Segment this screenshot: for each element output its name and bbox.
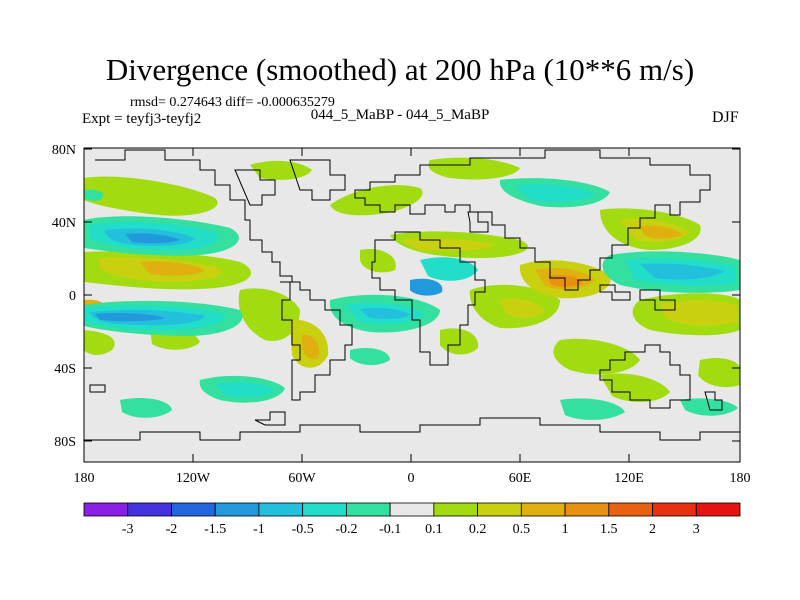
colorbar-swatch [214, 502, 260, 517]
colorbar-label: 1 [562, 522, 569, 537]
colorbar-swatch [258, 502, 304, 517]
lon-tick-label: 180 [730, 471, 751, 486]
colorbar-swatch [83, 502, 129, 517]
colorbar-swatch [389, 502, 435, 517]
colorbar-label: 0.2 [469, 522, 487, 537]
colorbar-swatch [477, 502, 522, 517]
divergence-field [84, 157, 740, 420]
axis-ticks [83, 148, 741, 462]
colorbar-label: 2 [649, 522, 656, 537]
colorbar-swatch [433, 502, 478, 517]
lon-tick-label: 180 [74, 471, 95, 486]
lat-tick-label: 80S [54, 435, 76, 450]
colorbar-swatch [608, 502, 653, 517]
lat-tick-label: 80N [52, 143, 76, 158]
colorbar-swatch [127, 502, 172, 517]
comparison-label: 044_5_MaBP - 044_5_MaBP [310, 107, 490, 123]
lat-tick-label: 0 [69, 289, 76, 304]
lon-tick-label: 120E [614, 471, 644, 486]
colorbar-label: -0.1 [379, 522, 401, 537]
colorbar-swatch [652, 502, 697, 517]
colorbar-swatch [520, 502, 566, 517]
colorbar-label: 3 [693, 522, 700, 537]
colorbar-swatch [695, 502, 741, 517]
colorbar-label: -1.5 [204, 522, 226, 537]
season-label: DJF [712, 109, 739, 126]
plot-title: Divergence (smoothed) at 200 hPa (10**6 … [105, 52, 695, 87]
colorbar-label: 0.1 [425, 522, 443, 537]
colorbar-labels: -3 -2 -1.5 -1 -0.5 -0.2 -0.1 0.1 0.2 0.5 1 1.5 2 3 [122, 522, 700, 537]
colorbar-label: -2 [166, 522, 178, 537]
lon-tick-label: 120W [176, 471, 211, 486]
lat-axis: 80N 40N 0 40S 80S [52, 143, 76, 450]
colorbar-label: -0.5 [292, 522, 314, 537]
colorbar-label: -1 [253, 522, 265, 537]
lat-tick-label: 40S [54, 362, 76, 377]
rmsd-stats: rmsd= 0.274643 diff= -0.000635279 [130, 95, 335, 110]
plot-area [83, 147, 741, 463]
experiment-label: Expt = teyfj3-teyfj2 [82, 111, 202, 127]
colorbar-swatch [345, 502, 391, 517]
colorbar-label: -0.2 [335, 522, 357, 537]
lon-tick-label: 0 [408, 471, 415, 486]
colorbar-swatch [302, 502, 347, 517]
coastlines [84, 148, 740, 462]
colorbar-label: 1.5 [600, 522, 618, 537]
colorbar-swatch [171, 502, 216, 517]
lon-tick-label: 60E [509, 471, 532, 486]
lon-tick-label: 60W [288, 471, 316, 486]
lon-axis: 180 120W 60W 0 60E 120E 180 [74, 471, 751, 486]
colorbar [83, 502, 741, 517]
colorbar-label: 0.5 [513, 522, 531, 537]
colorbar-label: -3 [122, 522, 134, 537]
lat-tick-label: 40N [52, 216, 76, 231]
colorbar-swatch [564, 502, 610, 517]
plot-frame [83, 147, 741, 463]
